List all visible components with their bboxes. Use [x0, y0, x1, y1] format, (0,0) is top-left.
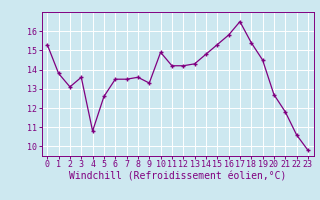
- X-axis label: Windchill (Refroidissement éolien,°C): Windchill (Refroidissement éolien,°C): [69, 172, 286, 182]
